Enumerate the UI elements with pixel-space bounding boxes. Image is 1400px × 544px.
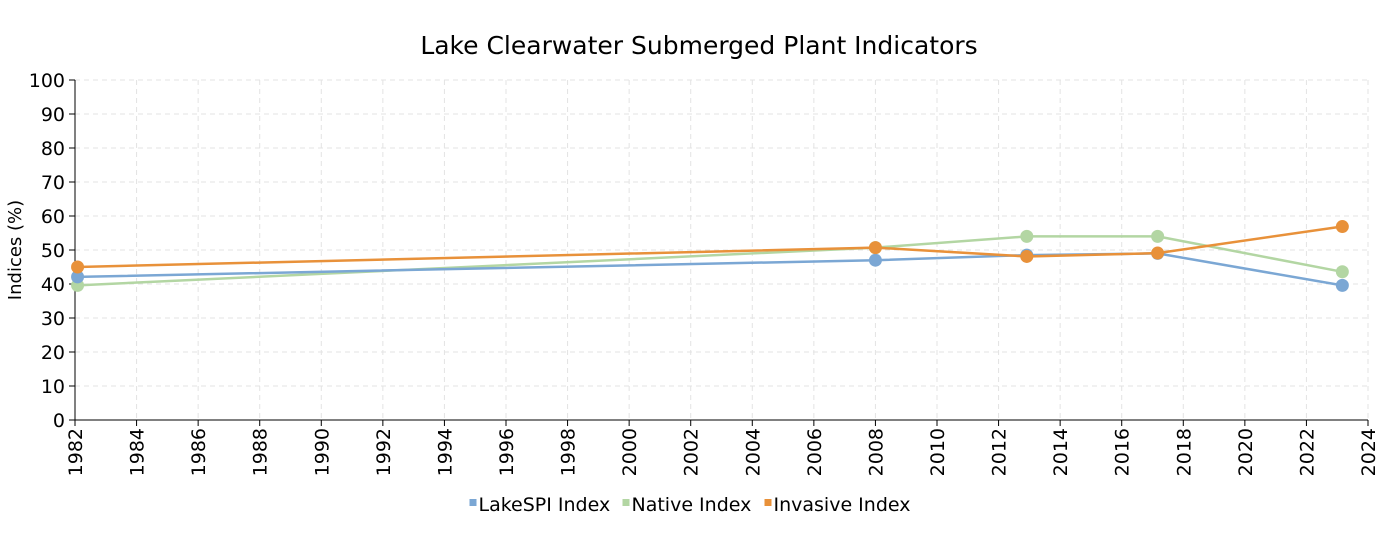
y-tick-label: 0 [53, 410, 65, 432]
data-point [1335, 220, 1349, 234]
series-invasive-index [71, 220, 1349, 274]
x-tick-label: 2012 [989, 428, 1011, 476]
y-tick-label: 30 [41, 308, 65, 330]
y-tick-label: 60 [41, 206, 65, 228]
legend-label: Native Index [632, 494, 752, 516]
x-tick-label: 2018 [1173, 428, 1195, 476]
series-group [71, 220, 1349, 292]
y-tick-label: 10 [41, 376, 65, 398]
x-tick-label: 2014 [1050, 428, 1072, 476]
series-line [77, 252, 1343, 287]
y-axis-label: Indices (%) [5, 200, 26, 300]
x-tick-label: 2008 [865, 428, 887, 476]
legend-label: LakeSPI Index [479, 494, 611, 516]
x-tick-label: 1988 [250, 428, 272, 476]
axes: 0 10 20 30 40 50 60 70 80 90 100 1982 1984 1986 1988 19… [29, 70, 1380, 476]
x-tick-label: 1992 [373, 428, 395, 476]
x-tick-label: 1996 [496, 428, 518, 476]
legend-item: LakeSPI Index [469, 494, 611, 516]
data-point [1020, 249, 1034, 263]
legend-label: Invasive Index [774, 494, 911, 516]
legend-swatch [764, 499, 772, 506]
legend-swatch [622, 499, 630, 506]
x-tick-label: 2024 [1358, 428, 1380, 476]
y-tick-label: 50 [41, 240, 65, 262]
data-point [1335, 278, 1349, 292]
y-tick-label: 70 [41, 172, 65, 194]
series-native-index [71, 229, 1349, 292]
x-tick-label: 2006 [804, 428, 826, 476]
grid [75, 79, 1369, 420]
legend-item: Invasive Index [764, 494, 911, 516]
x-tick-label: 2020 [1235, 428, 1257, 476]
x-tick-label: 1998 [558, 428, 580, 476]
x-tick-label: 1986 [188, 428, 210, 476]
legend-item: Native Index [622, 494, 752, 516]
x-tick-label: 2000 [619, 428, 641, 476]
x-tick-label: 1994 [434, 428, 456, 476]
y-tick-label: 90 [41, 104, 65, 126]
x-tick-label: 1982 [65, 428, 87, 476]
data-point [1151, 229, 1165, 243]
y-tick-label: 20 [41, 342, 65, 364]
data-point [71, 270, 85, 284]
x-tick-label: 1990 [311, 428, 333, 476]
x-tick-label: 2004 [742, 428, 764, 476]
x-tick-label: 2010 [927, 428, 949, 476]
series-line [77, 235, 1343, 287]
y-tick-label: 100 [29, 70, 65, 92]
data-point [1020, 229, 1034, 243]
x-tick-label: 2022 [1296, 428, 1318, 476]
data-point [868, 253, 882, 267]
x-tick-label: 2016 [1112, 428, 1134, 476]
x-tick-label: 2002 [681, 428, 703, 476]
legend-swatch [469, 499, 477, 506]
x-tick-label: 1984 [127, 428, 149, 476]
chart-title: Lake Clearwater Submerged Plant Indicato… [420, 31, 977, 60]
data-point [71, 260, 85, 274]
data-point [1151, 246, 1165, 260]
y-tick-label: 80 [41, 138, 65, 160]
y-tick-label: 40 [41, 274, 65, 296]
data-point [868, 241, 882, 255]
legend: LakeSPI Index Native Index Invasive Index [469, 494, 911, 516]
data-point [1335, 265, 1349, 279]
